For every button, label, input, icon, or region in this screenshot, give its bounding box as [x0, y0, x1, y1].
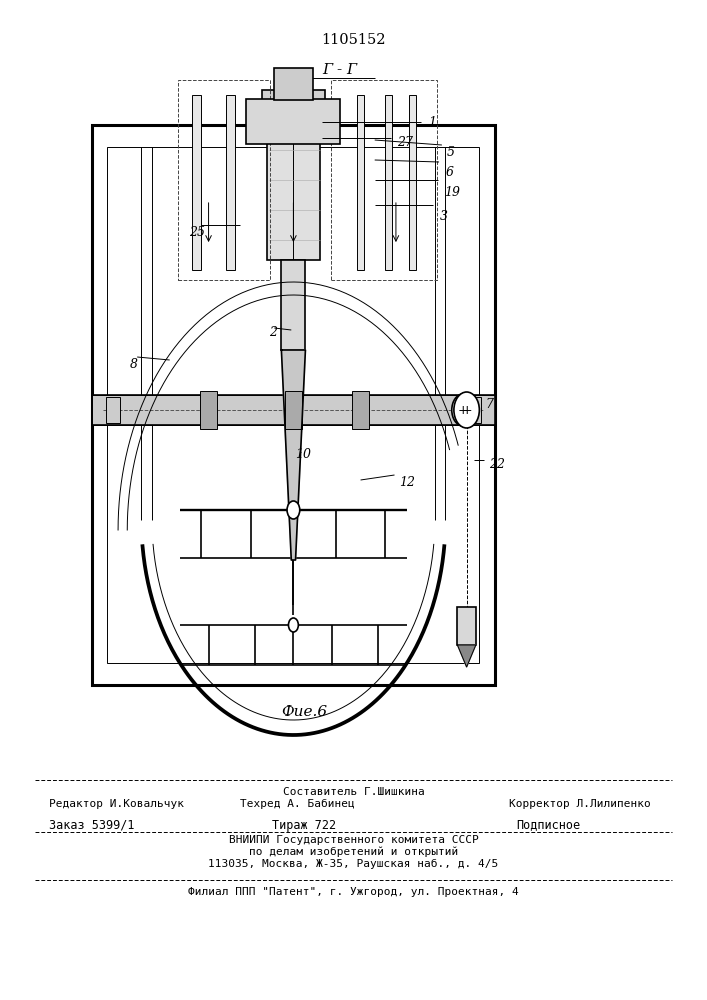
Bar [409, 95, 416, 270]
Bar [92, 395, 495, 425]
Text: 19: 19 [444, 186, 460, 198]
Polygon shape [457, 645, 476, 667]
Bar [92, 125, 495, 685]
Bar [178, 80, 270, 280]
Bar [331, 80, 437, 280]
Text: 113035, Москва, Ж-35, Раушская наб., д. 4/5: 113035, Москва, Ж-35, Раушская наб., д. … [209, 859, 498, 869]
Bar [274, 68, 313, 100]
Text: 25: 25 [189, 226, 206, 238]
Text: Тираж 722: Тираж 722 [272, 818, 336, 832]
Text: 5: 5 [447, 145, 455, 158]
Text: +: + [457, 403, 469, 416]
Circle shape [287, 501, 300, 519]
Text: 22: 22 [489, 458, 506, 471]
Text: 10: 10 [296, 448, 312, 460]
Bar [106, 397, 120, 423]
Bar [107, 147, 479, 663]
Text: Техред А. Бабинец: Техред А. Бабинец [240, 799, 354, 809]
Bar [262, 90, 325, 110]
Text: Фие.6: Фие.6 [281, 705, 327, 719]
Text: +: + [461, 403, 472, 416]
Text: Составитель Г.Шишкина: Составитель Г.Шишкина [283, 787, 424, 797]
Text: Г - Г: Г - Г [322, 63, 357, 77]
Bar [246, 99, 340, 144]
Bar [267, 110, 320, 260]
Bar [352, 391, 369, 429]
Text: Подписное: Подписное [516, 818, 580, 832]
Text: Филиал ППП "Патент", г. Ужгород, ул. Проектная, 4: Филиал ППП "Патент", г. Ужгород, ул. Про… [188, 887, 519, 897]
Text: 3: 3 [440, 210, 448, 223]
Bar [385, 95, 392, 270]
Bar [457, 607, 476, 645]
Text: 1: 1 [428, 115, 436, 128]
Bar [285, 391, 302, 429]
Circle shape [452, 394, 474, 426]
Text: 8: 8 [130, 358, 138, 370]
Bar [467, 397, 481, 423]
Text: 7: 7 [485, 397, 493, 410]
Bar [226, 95, 235, 270]
Text: 6: 6 [445, 165, 453, 178]
Bar [281, 260, 305, 350]
Bar [357, 95, 364, 270]
Text: 27: 27 [397, 135, 413, 148]
Text: 1105152: 1105152 [321, 33, 386, 47]
Text: Редактор И.Ковальчук: Редактор И.Ковальчук [49, 799, 185, 809]
Bar [200, 391, 217, 429]
Text: Корректор Л.Лилипенко: Корректор Л.Лилипенко [509, 799, 650, 809]
Bar [92, 395, 495, 425]
Text: ВНИИПИ Государственного комитета СССР: ВНИИПИ Государственного комитета СССР [228, 835, 479, 845]
Text: 2: 2 [269, 326, 276, 338]
Polygon shape [281, 350, 305, 560]
Bar [192, 95, 201, 270]
Text: Заказ 5399/1: Заказ 5399/1 [49, 818, 135, 832]
Text: по делам изобретений и открытий: по делам изобретений и открытий [249, 847, 458, 857]
Circle shape [288, 618, 298, 632]
Text: 12: 12 [399, 476, 416, 488]
Circle shape [454, 392, 479, 428]
